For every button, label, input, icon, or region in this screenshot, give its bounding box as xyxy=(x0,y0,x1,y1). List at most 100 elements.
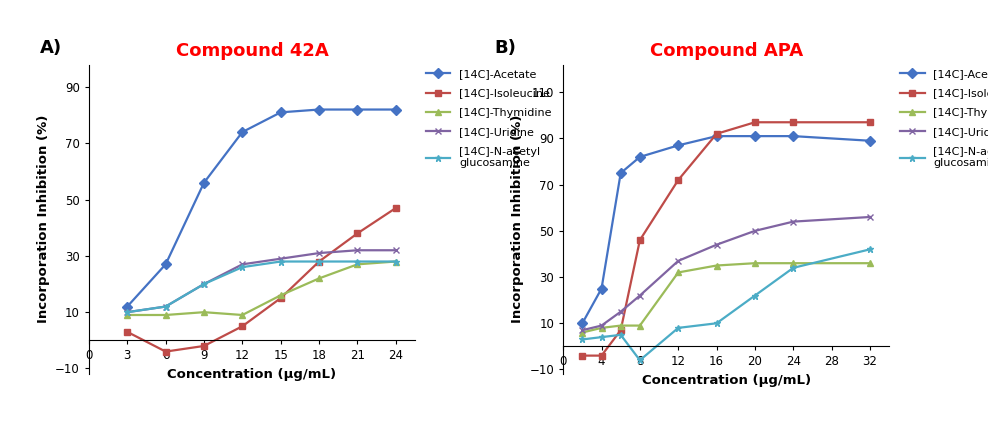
[14C]-Acetate xyxy=(710,134,722,139)
[14C]-Acetate xyxy=(864,138,876,143)
Line: [14C]-Uridine: [14C]-Uridine xyxy=(124,247,399,316)
[14C]-Thymidine xyxy=(236,313,248,318)
[14C]-N-acetyl
glucosamine xyxy=(710,321,722,326)
[14C]-Uridine xyxy=(390,248,402,253)
[14C]-Isoleucine xyxy=(390,206,402,211)
[14C]-Acetate xyxy=(615,171,626,176)
[14C]-Uridine xyxy=(122,310,133,315)
[14C]-Isoleucine xyxy=(160,349,172,354)
[14C]-Uridine xyxy=(198,282,209,287)
[14C]-Uridine xyxy=(634,293,646,298)
[14C]-Isoleucine xyxy=(864,120,876,125)
[14C]-Uridine xyxy=(749,228,761,233)
[14C]-N-acetyl
glucosamine xyxy=(749,293,761,298)
[14C]-Isoleucine xyxy=(615,328,626,333)
[14C]-N-acetyl
glucosamine xyxy=(160,304,172,309)
[14C]-Isoleucine xyxy=(576,353,588,358)
[14C]-Isoleucine xyxy=(672,178,684,183)
[14C]-N-acetyl
glucosamine xyxy=(615,332,626,338)
[14C]-Acetate xyxy=(672,143,684,148)
[14C]-Acetate xyxy=(236,129,248,135)
[14C]-N-acetyl
glucosamine xyxy=(596,335,608,340)
[14C]-Uridine xyxy=(160,304,172,309)
X-axis label: Concentration (μg/mL): Concentration (μg/mL) xyxy=(641,374,811,387)
[14C]-Isoleucine xyxy=(122,329,133,335)
[14C]-Acetate xyxy=(749,134,761,139)
[14C]-Uridine xyxy=(787,219,799,224)
[14C]-N-acetyl
glucosamine xyxy=(864,247,876,252)
[14C]-Uridine xyxy=(576,328,588,333)
[14C]-Thymidine xyxy=(313,276,325,281)
[14C]-N-acetyl
glucosamine xyxy=(236,264,248,270)
[14C]-Isoleucine xyxy=(596,353,608,358)
Line: [14C]-N-acetyl
glucosamine: [14C]-N-acetyl glucosamine xyxy=(579,246,873,364)
[14C]-Isoleucine xyxy=(198,344,209,349)
[14C]-Thymidine xyxy=(198,310,209,315)
Title: Compound 42A: Compound 42A xyxy=(176,42,328,60)
Title: Compound APA: Compound APA xyxy=(650,42,802,60)
[14C]-Uridine xyxy=(710,242,722,247)
[14C]-Thymidine xyxy=(122,313,133,318)
Line: [14C]-Isoleucine: [14C]-Isoleucine xyxy=(124,205,399,355)
[14C]-Uridine xyxy=(864,215,876,220)
[14C]-Acetate xyxy=(275,110,287,115)
[14C]-Uridine xyxy=(275,256,287,261)
Line: [14C]-Acetate: [14C]-Acetate xyxy=(579,132,873,327)
[14C]-Thymidine xyxy=(160,313,172,318)
[14C]-Thymidine xyxy=(615,323,626,328)
Line: [14C]-Thymidine: [14C]-Thymidine xyxy=(579,260,873,336)
[14C]-Uridine xyxy=(313,251,325,256)
[14C]-Acetate xyxy=(596,286,608,291)
[14C]-N-acetyl
glucosamine xyxy=(275,259,287,264)
[14C]-Thymidine xyxy=(275,293,287,298)
X-axis label: Concentration (μg/mL): Concentration (μg/mL) xyxy=(167,368,337,381)
[14C]-N-acetyl
glucosamine xyxy=(352,259,364,264)
[14C]-Isoleucine xyxy=(787,120,799,125)
[14C]-N-acetyl
glucosamine xyxy=(576,337,588,342)
[14C]-Isoleucine xyxy=(710,131,722,136)
[14C]-Isoleucine xyxy=(634,237,646,243)
[14C]-Acetate xyxy=(390,107,402,112)
[14C]-Uridine xyxy=(596,323,608,328)
[14C]-Isoleucine xyxy=(236,324,248,329)
Y-axis label: Incorporation Inhibition (%): Incorporation Inhibition (%) xyxy=(37,115,49,323)
[14C]-Uridine xyxy=(672,258,684,264)
Line: [14C]-Acetate: [14C]-Acetate xyxy=(124,106,399,310)
[14C]-Isoleucine xyxy=(275,295,287,301)
[14C]-Isoleucine xyxy=(313,259,325,264)
Legend: [14C]-Acetate, [14C]-Isoleucine, [14C]-Thymidine, [14C]-Uridine, [14C]-N-acetyl
: [14C]-Acetate, [14C]-Isoleucine, [14C]-T… xyxy=(422,64,556,173)
[14C]-Thymidine xyxy=(710,263,722,268)
Legend: [14C]-Acetate, [14C]-Isoleucine, [14C]-Thymidine, [14C]-Uridine, [14C]-N-acetyl
: [14C]-Acetate, [14C]-Isoleucine, [14C]-T… xyxy=(896,64,988,173)
[14C]-Acetate xyxy=(634,154,646,160)
[14C]-N-acetyl
glucosamine xyxy=(198,282,209,287)
[14C]-Acetate xyxy=(313,107,325,112)
Y-axis label: Incorporation Inhibition (%): Incorporation Inhibition (%) xyxy=(511,115,524,323)
[14C]-Thymidine xyxy=(749,261,761,266)
[14C]-Acetate xyxy=(198,180,209,185)
Text: B): B) xyxy=(494,39,516,57)
[14C]-Acetate xyxy=(352,107,364,112)
[14C]-N-acetyl
glucosamine xyxy=(390,259,402,264)
[14C]-Thymidine xyxy=(596,326,608,331)
[14C]-N-acetyl
glucosamine xyxy=(787,265,799,270)
[14C]-Uridine xyxy=(352,248,364,253)
[14C]-Acetate xyxy=(576,321,588,326)
[14C]-Thymidine xyxy=(672,270,684,275)
[14C]-Thymidine xyxy=(390,259,402,264)
[14C]-Uridine xyxy=(236,262,248,267)
[14C]-Thymidine xyxy=(634,323,646,328)
[14C]-N-acetyl
glucosamine xyxy=(672,326,684,331)
[14C]-Isoleucine xyxy=(749,120,761,125)
[14C]-Thymidine xyxy=(787,261,799,266)
[14C]-Acetate xyxy=(160,262,172,267)
[14C]-N-acetyl
glucosamine xyxy=(634,358,646,363)
[14C]-Thymidine xyxy=(352,262,364,267)
[14C]-Acetate xyxy=(122,304,133,309)
Text: A): A) xyxy=(40,39,61,57)
Line: [14C]-Uridine: [14C]-Uridine xyxy=(579,214,873,334)
[14C]-Thymidine xyxy=(576,330,588,335)
[14C]-Thymidine xyxy=(864,261,876,266)
[14C]-N-acetyl
glucosamine xyxy=(313,259,325,264)
[14C]-Isoleucine xyxy=(352,231,364,236)
[14C]-Uridine xyxy=(615,309,626,314)
